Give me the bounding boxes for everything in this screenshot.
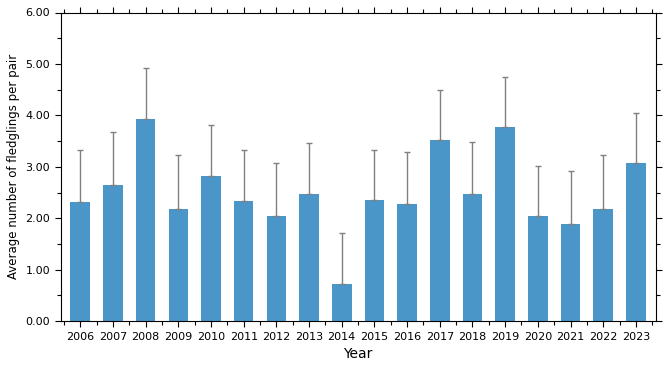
Bar <box>136 120 156 321</box>
Y-axis label: Average number of fledglings per pair: Average number of fledglings per pair <box>7 54 20 279</box>
Bar <box>365 200 384 321</box>
Bar <box>103 185 123 321</box>
Bar <box>626 163 646 321</box>
Bar <box>430 140 450 321</box>
Bar <box>528 216 548 321</box>
Bar <box>70 202 90 321</box>
Bar <box>496 127 515 321</box>
Bar <box>267 216 286 321</box>
Bar <box>463 194 482 321</box>
Bar <box>234 201 253 321</box>
Bar <box>397 204 417 321</box>
Bar <box>332 284 351 321</box>
Bar <box>201 176 221 321</box>
Bar <box>593 209 613 321</box>
Bar <box>560 224 580 321</box>
Bar <box>168 209 188 321</box>
Bar <box>299 194 319 321</box>
X-axis label: Year: Year <box>343 347 373 361</box>
